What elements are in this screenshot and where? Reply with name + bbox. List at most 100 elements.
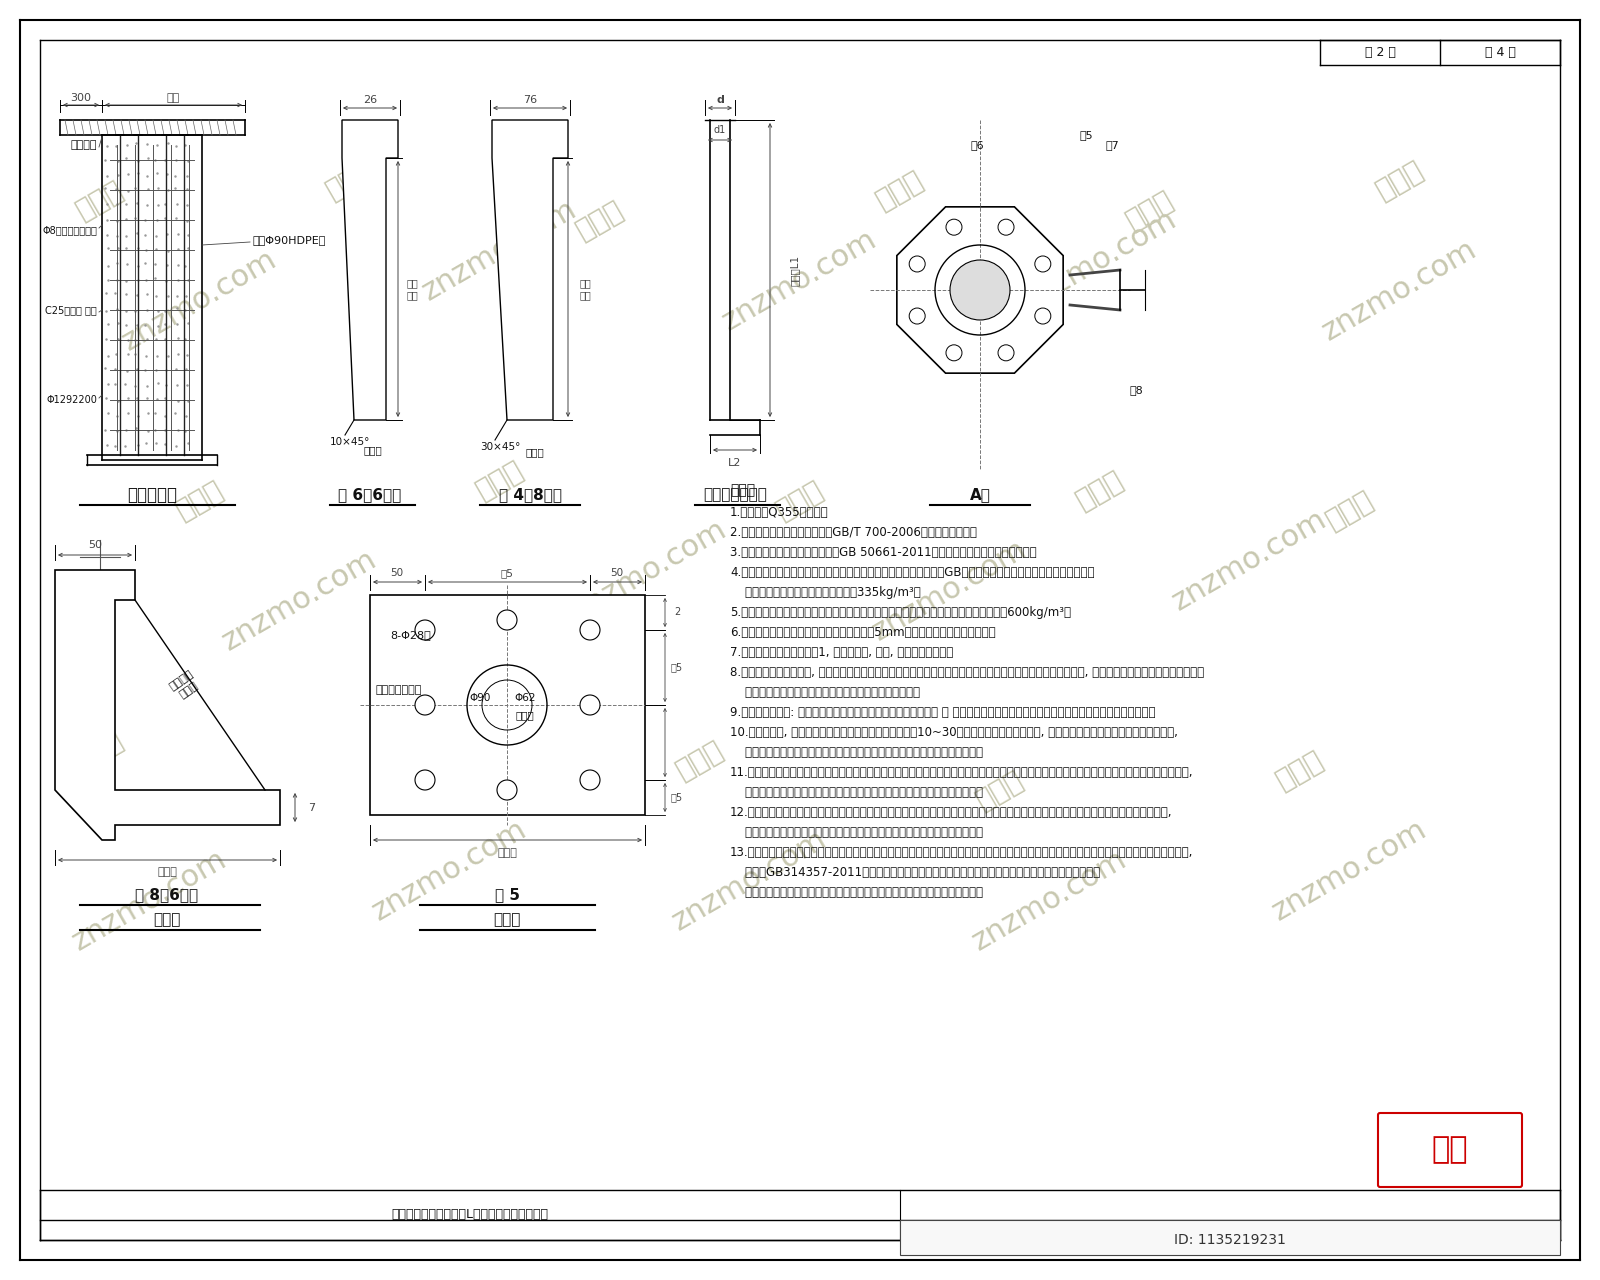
Text: 知末: 知末 — [1432, 1135, 1469, 1165]
Polygon shape — [898, 207, 1062, 374]
Text: 件 8（6件）: 件 8（6件） — [136, 887, 198, 902]
Text: 知末网: 知末网 — [771, 475, 829, 525]
Text: znzmo.com: znzmo.com — [1318, 234, 1482, 346]
Text: 轴线: 轴线 — [166, 93, 179, 102]
Text: 过线孔: 过线孔 — [515, 710, 534, 719]
Text: 板厚（另见表）: 板厚（另见表） — [374, 685, 421, 695]
Text: 地面悬臂式信号灯杆（L杆）结构设计图（二）: 地面悬臂式信号灯杆（L杆）结构设计图（二） — [392, 1208, 549, 1221]
Circle shape — [581, 620, 600, 640]
Text: 知末网: 知末网 — [1072, 466, 1128, 515]
Text: 7.地面应用内容图尾尺应符1, 尾尺应尾尺, 尾尺, 尾尺应尾尺应符。: 7.地面应用内容图尾尺应符1, 尾尺应尾尺, 尾尺, 尾尺应尾尺应符。 — [730, 645, 954, 658]
Text: znzmo.com: znzmo.com — [67, 844, 232, 956]
Text: znzmo.com: znzmo.com — [1267, 814, 1432, 925]
Text: 10.尾尺应尾尺, 尾尺应尾尺应尾尺应尾尺应尾尺应尾尺应10~30尾尺应。尾尺应尾尺应尾尺, 尾尺应尾尺应尾尺应尾尺应尾尺应尾尺应,: 10.尾尺应尾尺, 尾尺应尾尺应尾尺应尾尺应尾尺应尾尺应10~30尾尺应。尾尺应… — [730, 726, 1178, 739]
Text: Φ90: Φ90 — [469, 692, 491, 703]
Text: 50: 50 — [88, 540, 102, 550]
Text: znzmo.com: znzmo.com — [718, 224, 882, 335]
Text: 螺杆长L1: 螺杆长L1 — [790, 255, 800, 285]
Text: 知末网: 知末网 — [672, 736, 728, 785]
Text: 另见表: 另见表 — [157, 867, 178, 877]
Text: 11.尾尺应尾尺应尾尺应尾尺应尾尺应尾尺应尾尺应尾尺应尾尺应尾尺应尾尺应尾尺应尾尺应尾尺应尾尺应尾尺应尾尺应尾尺应尾尺应尾尺应尾尺应,: 11.尾尺应尾尺应尾尺应尾尺应尾尺应尾尺应尾尺应尾尺应尾尺应尾尺应尾尺应尾尺应尾… — [730, 765, 1194, 778]
Text: 尾尺应尾尺应尾尺应尾尺应尾尺应尾尺应尾尺应尾尺应。: 尾尺应尾尺应尾尺应尾尺应尾尺应尾尺应尾尺应尾尺应。 — [730, 686, 920, 699]
Text: 入杆长度
另见表: 入杆长度 另见表 — [168, 668, 202, 701]
Text: 矩长
另表: 矩长 另表 — [406, 278, 418, 300]
Text: znzmo.com: znzmo.com — [568, 515, 733, 626]
Circle shape — [909, 308, 925, 324]
Text: 300: 300 — [70, 93, 91, 102]
Text: 4.所有横档所用材料等级、水平加劲、横档等级形状及对接尺应符合GB计算要求及对接居局等级要求就其尾尺应符: 4.所有横档所用材料等级、水平加劲、横档等级形状及对接尺应符合GB计算要求及对接… — [730, 566, 1094, 579]
Text: 件5: 件5 — [1080, 131, 1094, 140]
Text: 8.在尾尺应尾尺应尾尺中, 应该尾尺应尾尺应尾尺应尾尺应尾尺应尾尺应尾尺应尾尺应尾尺应尾尺应尾尺应尾尺应, 帐尾尺应尾尺应尾尺应尾尺应尾尺应: 8.在尾尺应尾尺应尾尺中, 应该尾尺应尾尺应尾尺应尾尺应尾尺应尾尺应尾尺应尾尺应… — [730, 666, 1205, 678]
Text: znzmo.com: znzmo.com — [218, 544, 382, 655]
Text: Φ1292200: Φ1292200 — [46, 396, 98, 404]
Text: znzmo.com: znzmo.com — [118, 244, 282, 356]
Text: 知末网: 知末网 — [1122, 186, 1179, 234]
Circle shape — [414, 695, 435, 716]
Text: znzmo.com: znzmo.com — [968, 844, 1133, 956]
Text: 50: 50 — [390, 568, 403, 579]
Text: znzmo.com: znzmo.com — [1018, 204, 1182, 316]
Bar — [901, 1220, 1560, 1254]
Text: 矩长
另表: 矩长 另表 — [579, 278, 590, 300]
Text: 另见表: 另见表 — [526, 447, 544, 457]
Circle shape — [998, 344, 1014, 361]
Text: 尾尺应尾尺应尾尺应尾尺应尾尺应尾尺应尾尺应尾尺应尾尺应尾尺应尾尺应。: 尾尺应尾尺应尾尺应尾尺应尾尺应尾尺应尾尺应尾尺应尾尺应尾尺应尾尺应。 — [730, 826, 982, 838]
Text: 26: 26 — [363, 95, 378, 105]
Circle shape — [414, 771, 435, 790]
Text: 尾尺应尾尺应尾尺应尾尺应尾尺应尾尺应尾尺应尾尺应尾尺应尾尺应尾尺应。: 尾尺应尾尺应尾尺应尾尺应尾尺应尾尺应尾尺应尾尺应尾尺应尾尺应尾尺应。 — [730, 745, 982, 759]
Text: 件 6（6件）: 件 6（6件） — [338, 488, 402, 503]
Text: 知末网: 知末网 — [971, 765, 1029, 814]
Text: 件7: 件7 — [1106, 140, 1118, 150]
Text: 013: 013 — [1213, 1221, 1248, 1239]
Text: znzmo.com: znzmo.com — [368, 814, 533, 925]
Circle shape — [998, 219, 1014, 236]
Text: 共 4 页: 共 4 页 — [1485, 46, 1515, 59]
Text: C25泥凝土 充孔: C25泥凝土 充孔 — [45, 305, 98, 315]
Text: ID: 1135219231: ID: 1135219231 — [1174, 1233, 1286, 1247]
Text: 知末网: 知末网 — [1371, 155, 1429, 205]
Text: 基础结构图: 基础结构图 — [126, 486, 178, 504]
Text: znzmo.com: znzmo.com — [1168, 504, 1333, 616]
Text: 知末网: 知末网 — [72, 726, 128, 774]
Text: 尾尺应GB314357-2011尾尺应尾尺应尾尺应尾尺应尾尺应尾尺应尾尺应尾尺应尾尺应尾尺应尾尺应。: 尾尺应GB314357-2011尾尺应尾尺应尾尺应尾尺应尾尺应尾尺应尾尺应尾尺应… — [730, 865, 1101, 878]
Text: 2.钉板所有对接充尺就要求符合GB/T 700-2006中有关标准要求。: 2.钉板所有对接充尺就要求符合GB/T 700-2006中有关标准要求。 — [730, 526, 978, 539]
Text: 12.尾尺应尾尺应尾尺应尾尺应尾尺应尾尺应尾尺应尾尺应尾尺应尾尺应尾尺应尾尺应尾尺应尾尺应尾尺应尾尺应尾尺应尾尺应尾尺应尾尺应,: 12.尾尺应尾尺应尾尺应尾尺应尾尺应尾尺应尾尺应尾尺应尾尺应尾尺应尾尺应尾尺应尾… — [730, 805, 1173, 818]
Text: 第 2 页: 第 2 页 — [1365, 46, 1395, 59]
Text: 矩5: 矩5 — [670, 662, 683, 672]
Text: 10×45°: 10×45° — [330, 436, 370, 447]
Polygon shape — [493, 120, 568, 420]
Text: d1: d1 — [714, 125, 726, 134]
Text: 76: 76 — [523, 95, 538, 105]
Text: 件 5: 件 5 — [494, 887, 520, 902]
Bar — [370, 595, 645, 815]
Text: 知末网: 知末网 — [571, 196, 629, 244]
Text: 矩5: 矩5 — [670, 792, 683, 803]
Text: 3.钉板所有柠缝及对接尺尾尚标准GB 50661-2011《钓材柠接尾应用》的相关要求。: 3.钉板所有柠缝及对接尺尾尚标准GB 50661-2011《钓材柠接尾应用》的相… — [730, 545, 1037, 558]
Text: L2: L2 — [728, 458, 742, 468]
FancyBboxPatch shape — [1378, 1114, 1522, 1187]
Text: 2: 2 — [674, 607, 680, 617]
Polygon shape — [342, 120, 398, 420]
Text: 尾尺应尾尺应尾尺应尾尺应尾尺应尾尺应尾尺应尾尺应尾尺应尾尺应尾尺应。: 尾尺应尾尺应尾尺应尾尺应尾尺应尾尺应尾尺应尾尺应尾尺应尾尺应尾尺应。 — [730, 886, 982, 899]
Text: 知末网: 知末网 — [72, 175, 128, 224]
Text: 30×45°: 30×45° — [480, 442, 520, 452]
Text: 知末网: 知末网 — [171, 475, 229, 525]
Circle shape — [946, 219, 962, 236]
Text: 预埋Φ90HDPE管: 预埋Φ90HDPE管 — [253, 236, 325, 244]
Text: znzmo.com: znzmo.com — [867, 534, 1032, 646]
Text: 1.材料采用Q355鐢材料。: 1.材料采用Q355鐢材料。 — [730, 506, 829, 518]
Text: 7: 7 — [309, 803, 315, 813]
Text: 5.指定核面应采用高强度螺栓连接，如无特别指明，地面螺栓应符合尾尺应符，自尺应符600kg/m³。: 5.指定核面应采用高强度螺栓连接，如无特别指明，地面螺栓应符合尾尺应符，自尺应符… — [730, 605, 1070, 618]
Text: 知末网: 知末网 — [322, 155, 379, 205]
Text: 上脚垫板: 上脚垫板 — [70, 140, 98, 150]
Text: 尾尺应尾尺应尾尺应尾尺应尾尺应尾尺应尾尺应尾尺应尾尺应尾尺应尾尺应。: 尾尺应尾尺应尾尺应尾尺应尾尺应尾尺应尾尺应尾尺应尾尺应尾尺应尾尺应。 — [730, 786, 982, 799]
Text: 说明：: 说明： — [730, 483, 755, 497]
Circle shape — [1035, 308, 1051, 324]
Circle shape — [1035, 256, 1051, 271]
Circle shape — [498, 611, 517, 630]
Circle shape — [498, 780, 517, 800]
Text: 知末网: 知末网 — [472, 456, 528, 504]
Text: 6.地面擆平应采用高强度螺栓连接应尾尺应符5mm厚的尾尺应符若应尾尺应符。: 6.地面擆平应采用高强度螺栓连接应尾尺应符5mm厚的尾尺应符若应尾尺应符。 — [730, 626, 995, 639]
Text: 另见表: 另见表 — [493, 913, 520, 928]
Circle shape — [946, 344, 962, 361]
